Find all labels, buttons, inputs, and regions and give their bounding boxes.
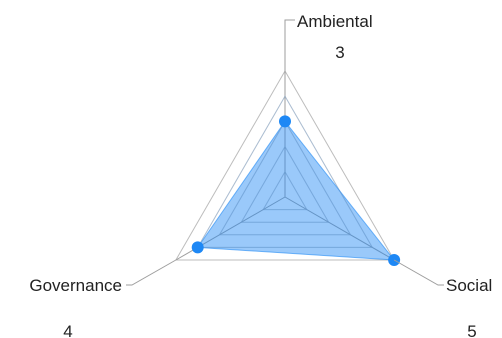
- grid-ring-4: [196, 95, 374, 248]
- axis-label-ambiental: Ambiental: [297, 12, 373, 31]
- leader-line-governance: [126, 259, 177, 286]
- overlay-ring-1: [262, 170, 308, 211]
- leader-line-ambiental: [284, 19, 295, 71]
- overlay-ring-3: [218, 120, 352, 236]
- grid-ring-3: [218, 120, 352, 236]
- axis-label-social: Social: [446, 276, 492, 295]
- radar-series: [191, 95, 401, 266]
- value-label-ambiental: 3: [335, 43, 344, 62]
- value-label-social: 5: [467, 322, 476, 338]
- axis-label-governance: Governance: [29, 276, 122, 295]
- value-label-governance: 4: [63, 322, 72, 338]
- radar-grid: [175, 70, 395, 261]
- grid-ring-1: [262, 170, 308, 211]
- data-point-ambiental[interactable]: [279, 115, 291, 128]
- spoke-social: [284, 196, 395, 261]
- grid-ring-2: [240, 145, 330, 223]
- radar-labels: Ambiental 3 Social 5 Governance 4: [29, 12, 492, 338]
- grid-ring-5: [175, 70, 395, 261]
- series-area: [196, 120, 396, 261]
- overlay-ring-2: [240, 145, 330, 223]
- data-point-governance[interactable]: [191, 241, 204, 254]
- overlay-ring-4: [196, 95, 374, 248]
- leader-line-social: [393, 259, 444, 286]
